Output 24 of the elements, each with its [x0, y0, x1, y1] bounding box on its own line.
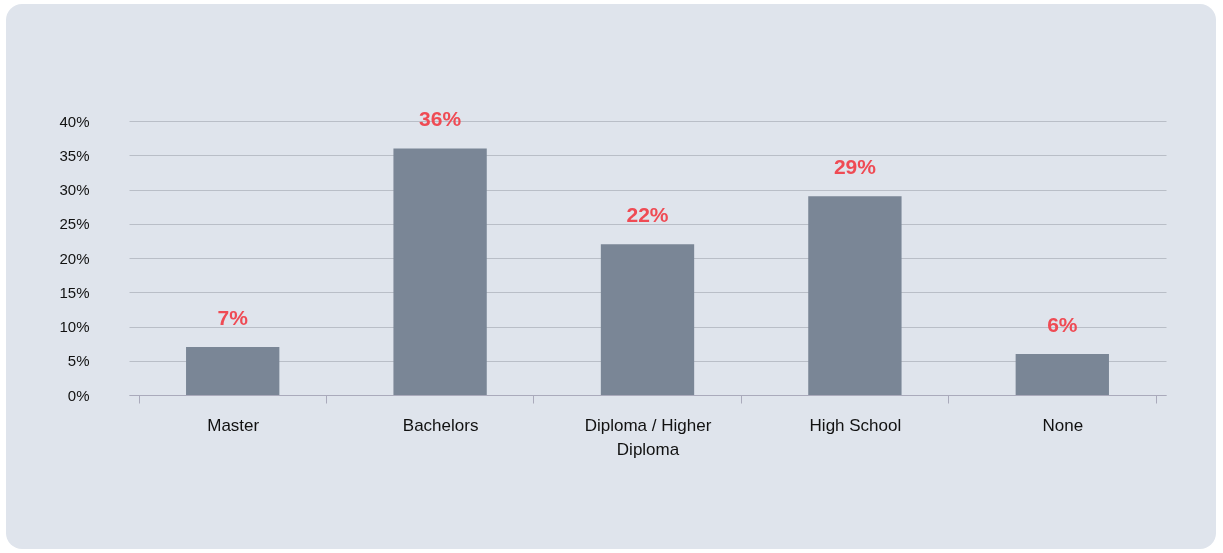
x-tick-label: None	[1042, 415, 1084, 435]
y-tick-label: 35%	[59, 146, 90, 164]
bar	[1015, 353, 1109, 395]
y-tick-label: 0%	[67, 386, 90, 404]
data-label: 7%	[217, 306, 249, 330]
y-tick-label: 10%	[59, 318, 90, 335]
y-tick-label: 30%	[59, 181, 90, 198]
y-tick-label: 20%	[59, 249, 90, 267]
bar	[600, 244, 695, 395]
bar	[186, 347, 280, 395]
y-tick-label: 15%	[59, 283, 90, 301]
data-label: 22%	[626, 203, 669, 227]
data-label: 6%	[1047, 312, 1078, 336]
bar	[808, 196, 902, 395]
x-tick-label: Diploma / Higher Diploma	[584, 415, 712, 459]
data-label: 36%	[419, 107, 462, 131]
x-tick-label: Bachelors	[402, 415, 479, 435]
y-tick-label: 25%	[59, 215, 90, 233]
x-tick-label: Master	[207, 415, 260, 435]
y-tick-label: 40%	[59, 112, 90, 130]
data-label: 29%	[833, 155, 877, 179]
y-tick-label: 5%	[67, 352, 90, 370]
x-tick-label: High School	[809, 415, 902, 435]
bar	[393, 148, 487, 395]
